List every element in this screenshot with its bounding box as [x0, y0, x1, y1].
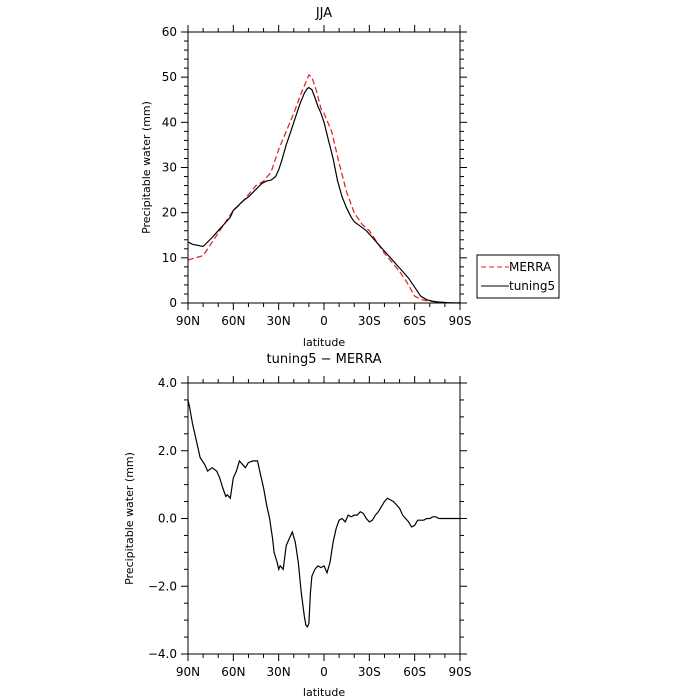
top-series-line-tuning5 [187, 86, 461, 304]
top-y-tick-label: 0 [169, 296, 177, 310]
bottom-panel: tuning5 − MERRA 4.0 2.0 0.0 −2.0 −4.0 90N 60N 3… [123, 352, 471, 699]
top-y-tick-label: 60 [162, 25, 177, 39]
legend-merra-label: MERRA [509, 260, 552, 274]
bottom-chart-title: tuning5 − MERRA [267, 352, 382, 367]
top-x-tick-label: 30N [267, 314, 291, 328]
top-axes: 0 10 20 30 40 50 60 90N 60N 30N 0 30S 60S 90S [162, 25, 472, 328]
bottom-axes: 4.0 2.0 0.0 −2.0 −4.0 90N 60N 30N 0 30S 60S 90S [148, 376, 472, 679]
legend: MERRA tuning5 [476, 254, 560, 299]
bottom-x-tick-label: 60S [403, 665, 426, 679]
top-x-tick-label: 0 [320, 314, 328, 328]
top-y-tick-label: 50 [162, 70, 177, 84]
top-chart-title: JJA [315, 6, 332, 21]
bottom-x-tick-label: 30N [267, 665, 291, 679]
top-series-line-merra [187, 73, 460, 304]
bottom-y-tick-label: 2.0 [158, 444, 177, 458]
top-x-tick-label: 60S [403, 314, 426, 328]
bottom-x-tick-label: 30S [358, 665, 381, 679]
top-y-tick-label: 20 [162, 206, 177, 220]
bottom-y-tick-label: 0.0 [158, 512, 177, 526]
bottom-y-tick-label: −2.0 [148, 579, 177, 593]
bottom-x-tick-label: 90N [176, 665, 200, 679]
top-x-axis-label: latitude [303, 336, 345, 349]
bottom-y-axis-label: Precipitable water (mm) [123, 452, 136, 585]
legend-tuning5-label: tuning5 [509, 279, 555, 293]
bottom-plot-area [187, 399, 460, 629]
bottom-x-tick-label: 90S [449, 665, 472, 679]
bottom-x-axis-label: latitude [303, 686, 345, 699]
top-y-tick-label: 40 [162, 115, 177, 129]
top-panel: JJA 0 10 20 30 40 50 60 90N 60N 30N 0 30S 60S 90S lat… [140, 6, 560, 349]
bottom-y-tick-label: −4.0 [148, 647, 177, 661]
top-y-tick-label: 10 [162, 251, 177, 265]
top-plot-area [187, 73, 461, 304]
bottom-plot-frame [187, 382, 461, 655]
top-plot-frame [187, 31, 461, 304]
top-x-tick-label: 90N [176, 314, 200, 328]
top-x-tick-label: 30S [358, 314, 381, 328]
bottom-series-line-series-0 [187, 399, 460, 629]
bottom-x-tick-label: 0 [320, 665, 328, 679]
bottom-x-tick-label: 60N [221, 665, 245, 679]
top-x-tick-label: 60N [221, 314, 245, 328]
legend-box [476, 254, 560, 299]
bottom-y-tick-label: 4.0 [158, 376, 177, 390]
top-y-axis-label: Precipitable water (mm) [140, 101, 153, 234]
top-x-tick-label: 90S [449, 314, 472, 328]
top-y-tick-label: 30 [162, 161, 177, 175]
